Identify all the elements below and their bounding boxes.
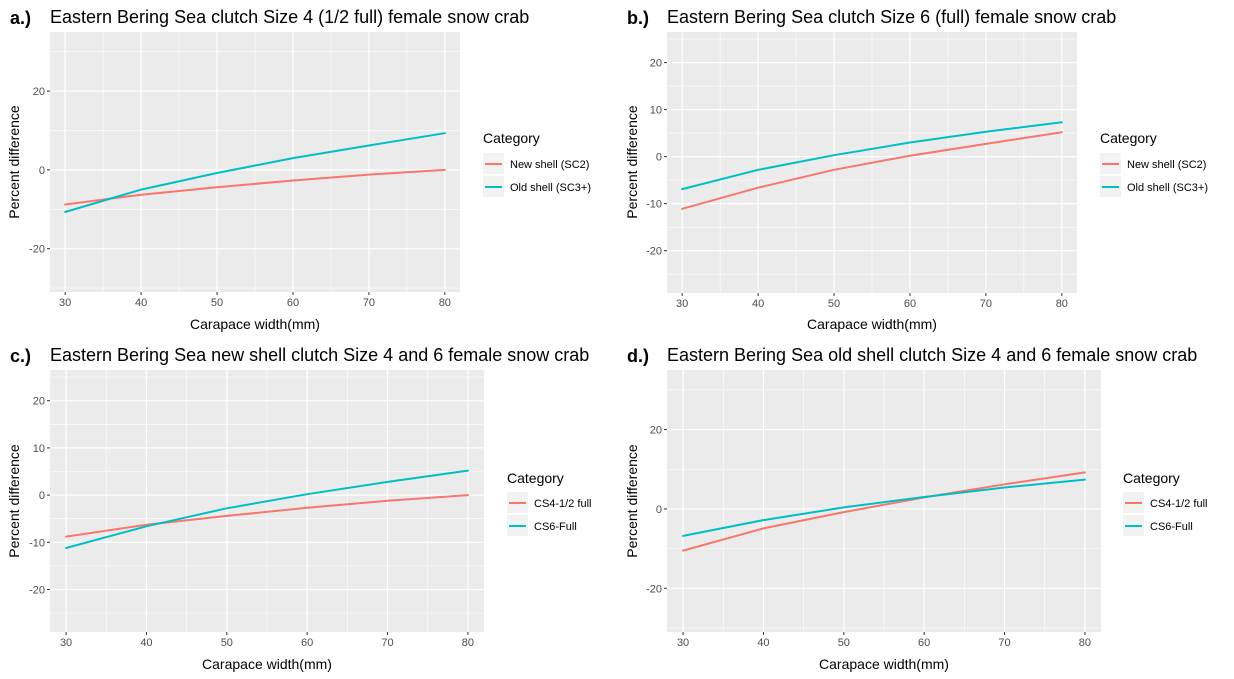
panel-a: a.) Eastern Bering Sea clutch Size 4 (1/… bbox=[6, 7, 591, 332]
panel-tag: b.) bbox=[627, 8, 649, 28]
legend-title: Category bbox=[483, 130, 540, 146]
y-tick-label: 0 bbox=[39, 490, 45, 502]
panel-d: d.) Eastern Bering Sea old shell clutch … bbox=[624, 345, 1207, 672]
legend-title: Category bbox=[507, 470, 564, 486]
panel-title: Eastern Bering Sea old shell clutch Size… bbox=[667, 345, 1197, 365]
x-tick-label: 50 bbox=[211, 297, 223, 309]
panel-c: c.) Eastern Bering Sea new shell clutch … bbox=[6, 345, 591, 672]
legend-label: CS6-Full bbox=[534, 521, 577, 533]
series-line-1 bbox=[64, 168, 446, 206]
x-tick-label: 60 bbox=[301, 637, 313, 649]
x-axis-title: Carapace width(mm) bbox=[807, 316, 937, 332]
legend-label: CS6-Full bbox=[1150, 521, 1193, 533]
legend-title: Category bbox=[1123, 470, 1180, 486]
panel-tag: c.) bbox=[10, 346, 31, 366]
y-tick-label: -10 bbox=[29, 537, 45, 549]
x-tick-label: 80 bbox=[439, 297, 451, 309]
legend-label: Old shell (SC3+) bbox=[1127, 182, 1208, 194]
x-tick-label: 70 bbox=[980, 298, 992, 310]
y-axis-title: Percent difference bbox=[6, 444, 22, 558]
y-tick-label: 10 bbox=[33, 443, 45, 455]
x-axis-title: Carapace width(mm) bbox=[819, 656, 949, 672]
y-tick-label: 10 bbox=[650, 105, 662, 117]
x-tick-label: 60 bbox=[904, 298, 916, 310]
legend-label: CS4-1/2 full bbox=[1150, 498, 1207, 510]
panel-title: Eastern Bering Sea clutch Size 6 (full) … bbox=[667, 7, 1116, 27]
series-line-1 bbox=[65, 494, 469, 538]
y-tick-label: 20 bbox=[650, 425, 662, 437]
legend: Category New shell (SC2) Old shell (SC3+) bbox=[1100, 130, 1208, 197]
y-tick-label: 20 bbox=[33, 396, 45, 408]
panel-title: Eastern Bering Sea new shell clutch Size… bbox=[50, 345, 589, 365]
y-tick-label: 20 bbox=[33, 86, 45, 98]
x-axis-title: Carapace width(mm) bbox=[202, 656, 332, 672]
series-line-2 bbox=[64, 132, 446, 213]
x-tick-label: 80 bbox=[1056, 298, 1068, 310]
panel-b: b.) Eastern Bering Sea clutch Size 6 (fu… bbox=[624, 7, 1208, 332]
x-tick-label: 30 bbox=[677, 637, 689, 649]
panel-tag: a.) bbox=[10, 8, 31, 28]
legend-label: CS4-1/2 full bbox=[534, 498, 591, 510]
panel-tag: d.) bbox=[627, 346, 649, 366]
panel-title: Eastern Bering Sea clutch Size 4 (1/2 fu… bbox=[50, 7, 529, 27]
x-tick-label: 30 bbox=[676, 298, 688, 310]
x-tick-label: 70 bbox=[998, 637, 1010, 649]
x-tick-label: 60 bbox=[918, 637, 930, 649]
x-tick-label: 80 bbox=[1079, 637, 1091, 649]
x-tick-label: 60 bbox=[287, 297, 299, 309]
y-axis-title: Percent difference bbox=[624, 105, 640, 219]
series-line-2 bbox=[681, 121, 1063, 191]
y-tick-label: 0 bbox=[656, 504, 662, 516]
y-tick-label: -20 bbox=[29, 244, 45, 256]
y-tick-label: 20 bbox=[650, 58, 662, 70]
x-tick-label: 40 bbox=[752, 298, 764, 310]
y-tick-label: -20 bbox=[646, 583, 662, 595]
y-tick-label: -10 bbox=[646, 199, 662, 211]
x-tick-label: 40 bbox=[757, 637, 769, 649]
x-tick-label: 40 bbox=[135, 297, 147, 309]
x-tick-label: 70 bbox=[381, 637, 393, 649]
legend: Category New shell (SC2) Old shell (SC3+) bbox=[483, 130, 591, 197]
x-tick-label: 40 bbox=[140, 637, 152, 649]
y-tick-label: 0 bbox=[39, 165, 45, 177]
legend-label: New shell (SC2) bbox=[510, 159, 589, 171]
x-tick-label: 30 bbox=[60, 637, 72, 649]
y-tick-label: 0 bbox=[656, 152, 662, 164]
legend-label: Old shell (SC3+) bbox=[510, 182, 591, 194]
legend-label: New shell (SC2) bbox=[1127, 159, 1206, 171]
series-line-1 bbox=[681, 131, 1063, 210]
legend-title: Category bbox=[1100, 130, 1157, 146]
series-line-2 bbox=[65, 469, 469, 549]
x-tick-label: 50 bbox=[828, 298, 840, 310]
legend: Category CS4-1/2 full CS6-Full bbox=[507, 470, 591, 536]
y-axis-title: Percent difference bbox=[624, 444, 640, 558]
series-line-2 bbox=[682, 478, 1086, 537]
y-tick-label: -20 bbox=[29, 585, 45, 597]
x-tick-label: 50 bbox=[838, 637, 850, 649]
legend: Category CS4-1/2 full CS6-Full bbox=[1123, 470, 1207, 536]
x-tick-label: 70 bbox=[363, 297, 375, 309]
y-axis-title: Percent difference bbox=[6, 105, 22, 219]
x-tick-label: 30 bbox=[59, 297, 71, 309]
x-axis-title: Carapace width(mm) bbox=[190, 316, 320, 332]
y-tick-label: -20 bbox=[646, 246, 662, 258]
x-tick-label: 50 bbox=[221, 637, 233, 649]
x-tick-label: 80 bbox=[462, 637, 474, 649]
series-line-1 bbox=[682, 471, 1086, 552]
